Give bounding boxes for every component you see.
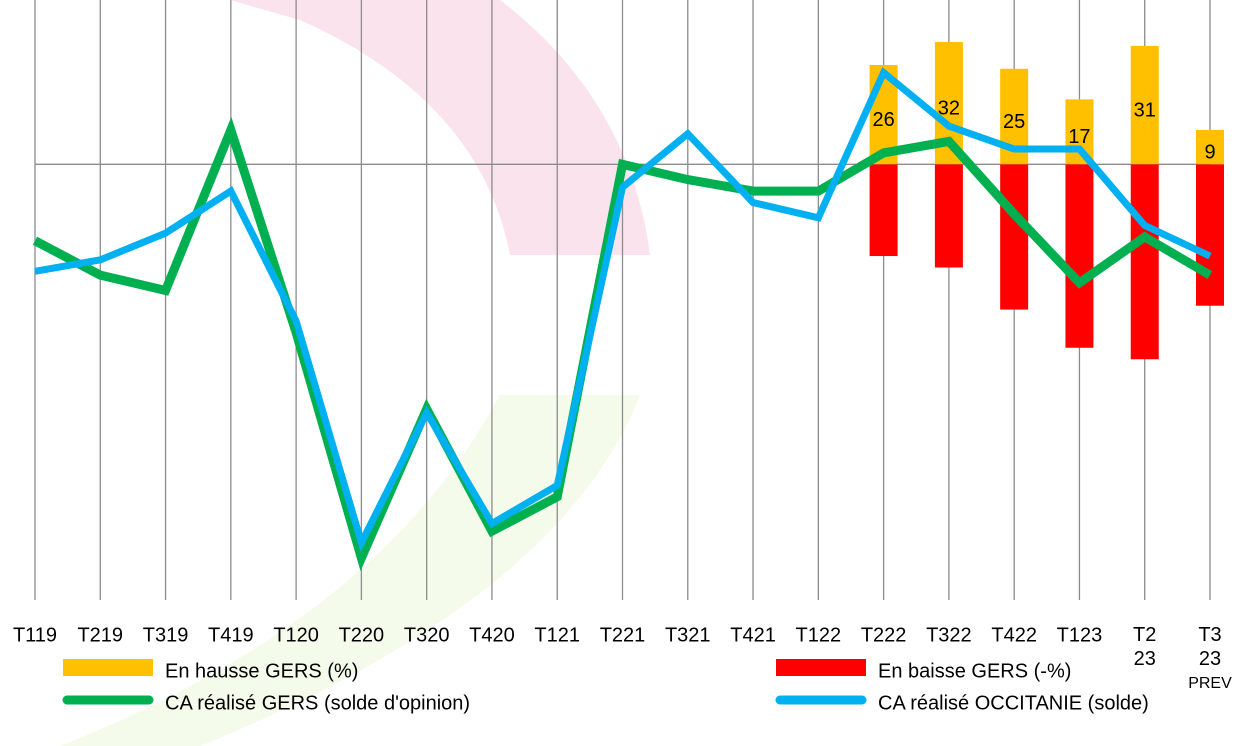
bar xyxy=(870,164,898,256)
bar xyxy=(1196,164,1224,305)
data-label: 32 xyxy=(938,97,960,119)
x-tick-label: T321 xyxy=(665,624,711,646)
chart: T119 T219 T319 T419 T120 T220 T320 T420 T121 T221… xyxy=(0,0,1252,746)
bar xyxy=(1000,164,1028,309)
x-tick-label: T220 xyxy=(339,624,385,646)
bar xyxy=(1065,164,1093,347)
legend-swatch xyxy=(776,659,866,676)
x-tick-label: T221 xyxy=(600,624,646,646)
x-tick-label: T322 xyxy=(926,624,972,646)
x-tick-label: T123 xyxy=(1057,624,1103,646)
legend-label: CA réalisé GERS (solde d'opinion) xyxy=(165,692,470,714)
bar xyxy=(935,164,963,267)
x-tick-label: T420 xyxy=(469,624,515,646)
x-tick-label: T120 xyxy=(273,624,319,646)
bar xyxy=(1131,164,1159,359)
watermark-arc-pink xyxy=(230,0,650,255)
x-tick-label: T119 xyxy=(13,624,57,646)
data-label: 17 xyxy=(1068,126,1090,148)
x-tick-label: T121 xyxy=(534,624,580,646)
x-tick-label: T222 xyxy=(861,624,907,646)
x-tick-label: T122 xyxy=(796,624,842,646)
data-label: 25 xyxy=(1003,111,1025,133)
legend-label: CA réalisé OCCITANIE (solde) xyxy=(878,692,1149,714)
x-tick-label: T320 xyxy=(404,624,450,646)
data-label: 9 xyxy=(1204,141,1215,163)
data-label: 26 xyxy=(872,109,894,131)
x-tick-label: T421 xyxy=(730,624,776,646)
legend-label: En hausse GERS (%) xyxy=(165,660,358,682)
x-tick-label: T319 xyxy=(143,624,189,646)
x-tick-label: T422 xyxy=(991,624,1037,646)
x-tick-label: T419 xyxy=(208,624,254,646)
x-tick-label: T219 xyxy=(77,624,123,646)
data-label: 31 xyxy=(1134,99,1156,121)
legend-label: En baisse GERS (-%) xyxy=(878,660,1071,682)
legend-swatch xyxy=(63,659,153,676)
